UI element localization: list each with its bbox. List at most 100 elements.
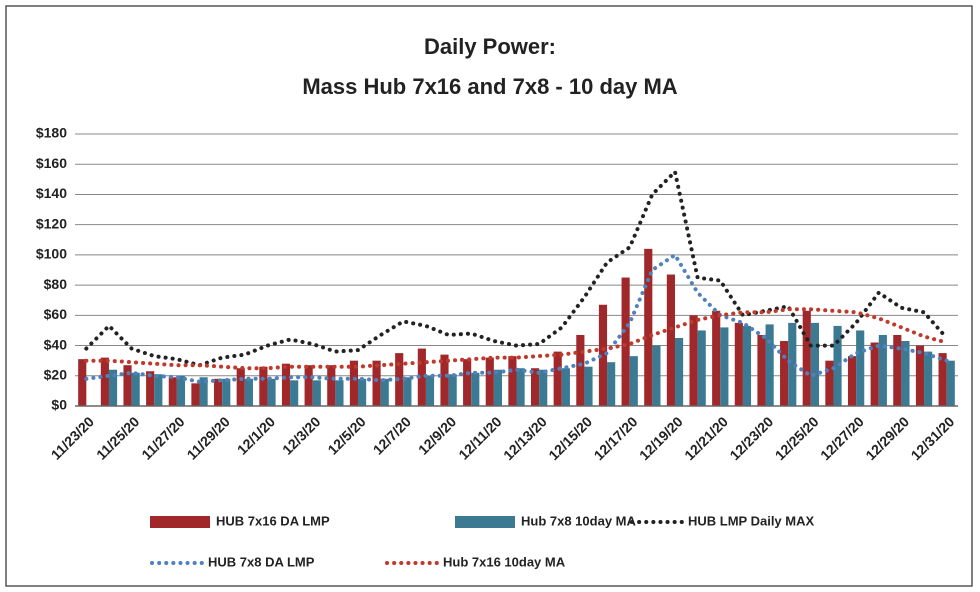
bar	[471, 372, 480, 406]
bar	[327, 365, 336, 406]
bar	[666, 274, 675, 406]
chart-frame	[5, 5, 973, 587]
y-tick-label: $40	[44, 336, 68, 352]
bar	[358, 378, 367, 406]
bar	[463, 359, 472, 406]
y-tick-label: $0	[51, 397, 67, 413]
bar	[539, 369, 548, 406]
legend-swatch	[150, 516, 210, 528]
bar	[168, 377, 177, 406]
bar	[191, 383, 200, 406]
bar	[131, 372, 140, 406]
y-tick-label: $140	[36, 185, 67, 201]
bar	[281, 363, 291, 406]
legend-label: HUB 7x8 DA LMP	[208, 554, 315, 569]
bar	[100, 357, 109, 406]
bar	[598, 304, 608, 406]
bar	[176, 375, 186, 406]
y-tick-label: $80	[44, 276, 68, 292]
bar	[576, 334, 585, 406]
bar	[425, 375, 435, 406]
bar	[154, 374, 163, 406]
bar	[349, 360, 359, 406]
bar	[765, 324, 774, 406]
bar	[380, 378, 389, 406]
bar	[734, 322, 743, 406]
bar	[108, 369, 118, 406]
bar	[403, 377, 412, 406]
y-tick-label: $100	[36, 246, 67, 262]
bar	[924, 351, 933, 406]
bar	[222, 378, 231, 406]
legend-label: Hub 7x8 10day MA	[521, 513, 636, 528]
bar	[938, 353, 947, 406]
bar	[810, 322, 819, 406]
y-tick-label: $180	[36, 125, 67, 141]
legend-label: HUB 7x16 DA LMP	[216, 513, 330, 528]
bar	[123, 365, 132, 406]
bar	[493, 369, 503, 406]
bar	[802, 310, 811, 406]
legend-label: HUB LMP Daily MAX	[688, 513, 814, 528]
bar	[674, 338, 684, 406]
bar	[847, 356, 857, 406]
legend-swatch	[455, 516, 515, 528]
bar	[780, 341, 789, 406]
bar	[712, 310, 721, 406]
y-tick-label: $160	[36, 155, 67, 171]
bar	[236, 368, 245, 406]
bar	[584, 366, 593, 406]
bar	[244, 378, 253, 406]
bar	[259, 366, 268, 406]
chart-subtitle: Mass Hub 7x16 and 7x8 - 10 day MA	[302, 74, 677, 99]
bar	[833, 325, 842, 406]
bar	[697, 330, 706, 406]
legend-label: Hub 7x16 10day MA	[443, 554, 566, 569]
bar	[508, 356, 517, 406]
bar	[372, 360, 381, 406]
bar	[267, 378, 276, 406]
bar	[78, 359, 87, 406]
bar	[689, 315, 698, 406]
bar	[644, 248, 653, 406]
bar	[757, 334, 766, 406]
bar	[915, 345, 925, 406]
bar	[946, 360, 955, 406]
chart-title: Daily Power:	[424, 34, 556, 59]
y-tick-label: $60	[44, 306, 68, 322]
bar	[742, 325, 752, 406]
line-series	[84, 307, 949, 371]
bar	[146, 371, 155, 406]
bar	[440, 354, 449, 406]
bar	[856, 330, 865, 406]
line-series	[84, 252, 949, 384]
bar	[214, 378, 223, 406]
bar	[825, 360, 834, 406]
bar	[870, 342, 879, 406]
line-series	[84, 167, 949, 368]
bar	[629, 356, 638, 406]
bar	[901, 341, 910, 406]
bar	[304, 365, 313, 406]
bar	[335, 380, 344, 406]
bar	[485, 357, 494, 406]
bar	[720, 327, 729, 406]
y-tick-label: $20	[44, 366, 68, 382]
bar	[652, 345, 661, 406]
bar	[530, 368, 540, 406]
bar	[553, 351, 562, 406]
bar	[878, 334, 887, 406]
bar	[417, 348, 426, 406]
y-tick-label: $120	[36, 215, 67, 231]
bar	[199, 377, 208, 406]
bar	[607, 362, 616, 406]
bar	[893, 334, 902, 406]
bar	[312, 380, 321, 406]
bar	[621, 277, 630, 406]
bar	[448, 374, 457, 406]
bar	[788, 322, 797, 406]
bar	[561, 368, 570, 406]
bar	[516, 368, 525, 406]
bar	[290, 380, 299, 406]
